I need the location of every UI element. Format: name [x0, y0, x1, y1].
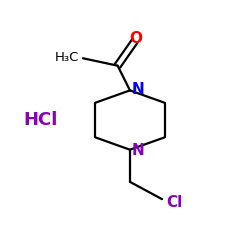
Text: O: O [130, 31, 143, 46]
Text: N: N [132, 144, 144, 158]
Text: N: N [132, 82, 144, 97]
Text: Cl: Cl [166, 196, 182, 210]
Text: HCl: HCl [24, 111, 58, 129]
Text: H₃C: H₃C [55, 50, 79, 64]
